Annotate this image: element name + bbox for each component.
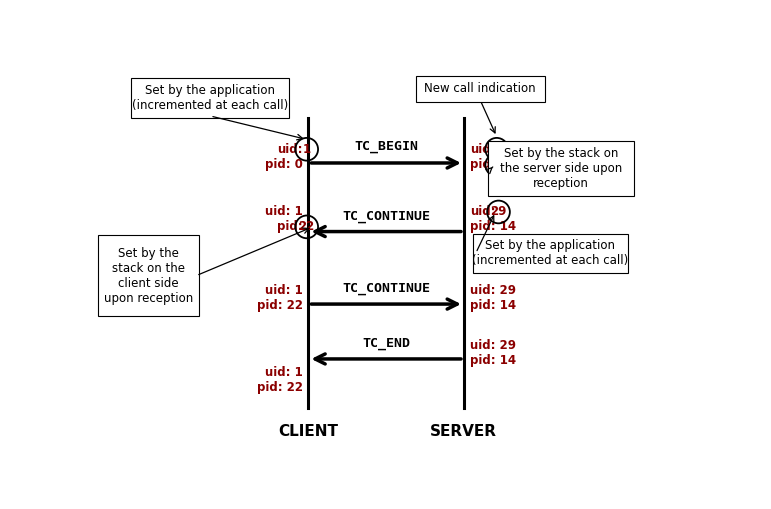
- Text: SERVER: SERVER: [430, 424, 497, 439]
- Text: 1: 1: [303, 143, 311, 156]
- Text: pid: 22: pid: 22: [257, 381, 302, 394]
- Text: TC_CONTINUE: TC_CONTINUE: [342, 210, 430, 223]
- Text: Set by the application
(incremented at each call): Set by the application (incremented at e…: [132, 84, 288, 112]
- Text: uid:: uid:: [277, 143, 302, 156]
- Text: pid: 14: pid: 14: [470, 220, 516, 233]
- Text: 14: 14: [489, 158, 505, 172]
- Text: 29: 29: [490, 206, 507, 218]
- Text: uid:: uid:: [470, 206, 495, 218]
- Text: Set by the
stack on the
client side
upon reception: Set by the stack on the client side upon…: [104, 247, 193, 305]
- FancyBboxPatch shape: [473, 234, 628, 273]
- Text: New call indication: New call indication: [425, 82, 536, 95]
- FancyBboxPatch shape: [488, 142, 634, 196]
- Text: Set by the application
(incremented at each call): Set by the application (incremented at e…: [473, 239, 628, 267]
- Text: pid:: pid:: [277, 220, 302, 233]
- Text: uid: 1: uid: 1: [264, 284, 302, 297]
- Text: Set by the stack on
the server side upon
reception: Set by the stack on the server side upon…: [500, 148, 622, 190]
- Text: CLIENT: CLIENT: [278, 424, 338, 439]
- Text: pid: 0: pid: 0: [264, 158, 302, 171]
- FancyBboxPatch shape: [416, 75, 544, 102]
- FancyBboxPatch shape: [131, 78, 289, 118]
- Text: 22: 22: [298, 220, 315, 233]
- Text: pid:: pid:: [470, 158, 496, 172]
- Text: TC_BEGIN: TC_BEGIN: [354, 140, 418, 153]
- Text: uid: 1: uid: 1: [264, 206, 302, 218]
- Text: pid: 22: pid: 22: [257, 299, 302, 312]
- Text: TC_CONTINUE: TC_CONTINUE: [342, 282, 430, 295]
- Text: pid: 14: pid: 14: [470, 299, 516, 312]
- Text: pid: 14: pid: 14: [470, 354, 516, 366]
- FancyBboxPatch shape: [98, 236, 199, 316]
- Text: uid: 29: uid: 29: [470, 284, 516, 297]
- Text: uid: 29: uid: 29: [470, 338, 516, 352]
- Text: TC_END: TC_END: [362, 337, 410, 350]
- Text: uid: 1: uid: 1: [264, 366, 302, 379]
- Text: uid:: uid:: [470, 143, 495, 156]
- Text: 0: 0: [493, 143, 501, 156]
